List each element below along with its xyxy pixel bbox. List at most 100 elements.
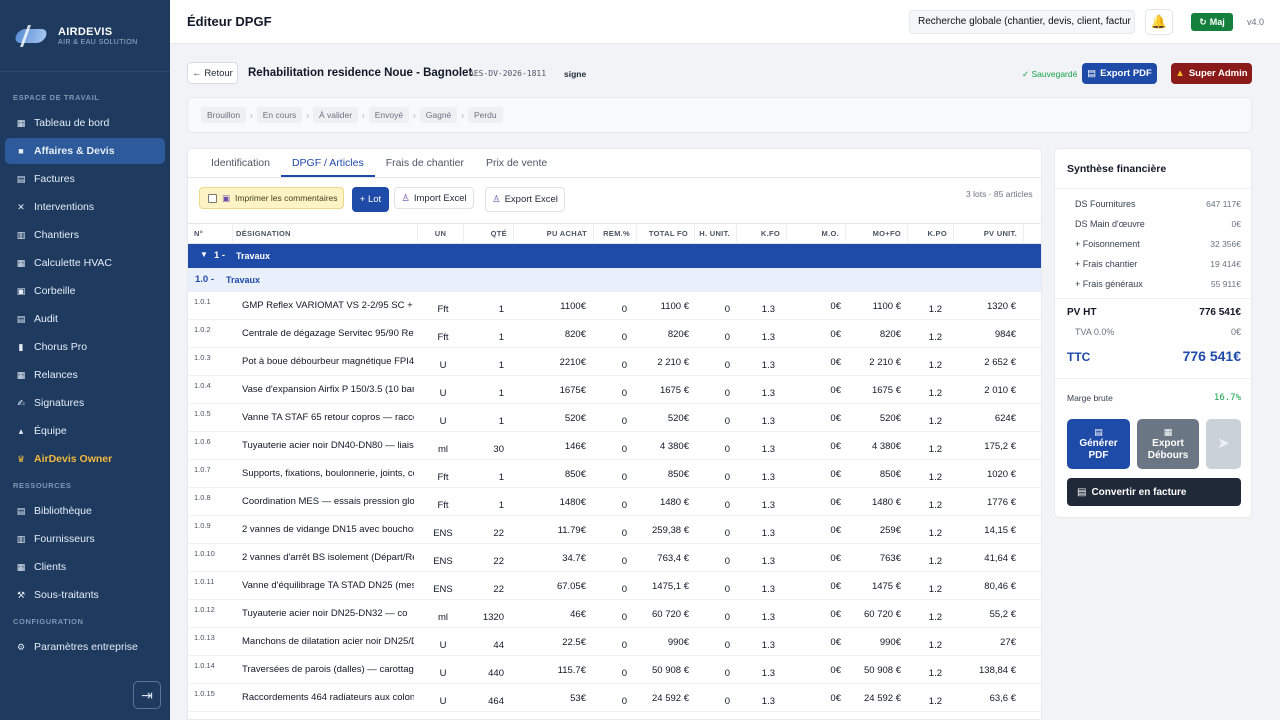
table-row[interactable]: 1.0.9 2 vannes de vidange DN15 avec bouch… <box>188 516 1041 544</box>
sidebar-item-audit[interactable]: ▤ Audit <box>5 306 165 332</box>
cell-rem[interactable]: 0 <box>621 640 627 651</box>
cell-un[interactable]: U <box>439 360 447 371</box>
cell-pv[interactable]: 14,15 € <box>984 525 1016 536</box>
cell-pua[interactable]: 2210€ <box>559 357 586 368</box>
cell-qte[interactable]: 440 <box>488 668 504 679</box>
print-comments-checkbox[interactable] <box>208 193 217 203</box>
cell-pv[interactable]: 624€ <box>994 413 1016 424</box>
cell-hu[interactable]: 0 <box>724 360 730 371</box>
cell-kfo[interactable]: 1.3 <box>761 528 775 539</box>
sidebar-item-chantiers[interactable]: ▥ Chantiers <box>5 222 165 248</box>
cell-pv[interactable]: 55,2 € <box>989 609 1016 620</box>
generate-pdf-button[interactable]: ▤ Générer PDF <box>1067 419 1130 469</box>
table-row[interactable]: 1.0.15 Raccordements 464 radiateurs aux c… <box>188 684 1041 712</box>
cell-un[interactable]: ENS <box>433 528 453 539</box>
cell-tfo[interactable]: 24 592 € <box>652 693 689 704</box>
sidebar-item-interventions[interactable]: ✕ Interventions <box>5 194 165 220</box>
cell-pv[interactable]: 63,6 € <box>989 693 1016 704</box>
cell-pv[interactable]: 175,2 € <box>984 441 1016 452</box>
cell-des[interactable]: Coordination MES — essais pression globa <box>242 496 414 507</box>
export-pdf-button[interactable]: ▤ Export PDF <box>1082 63 1157 84</box>
cell-mo[interactable]: 0€ <box>830 525 841 536</box>
sidebar-item-sous-traitants[interactable]: ⚒ Sous-traitants <box>5 582 165 608</box>
cell-pua[interactable]: 46€ <box>570 609 586 620</box>
table-row[interactable]: 1.0.6 Tuyauterie acier noir DN40-DN80 — l… <box>188 432 1041 460</box>
send-button[interactable]: ➤ <box>1206 419 1241 469</box>
status-step[interactable]: À valider <box>312 107 359 123</box>
status-step[interactable]: Envoyé <box>368 107 410 123</box>
cell-kpo[interactable]: 1.2 <box>928 388 942 399</box>
cell-tfo[interactable]: 820€ <box>667 329 689 340</box>
cell-pua[interactable]: 520€ <box>564 413 586 424</box>
cell-kfo[interactable]: 1.3 <box>761 360 775 371</box>
tab-identification[interactable]: Identification <box>211 157 270 169</box>
cell-rem[interactable]: 0 <box>621 332 627 343</box>
cell-mo[interactable]: 0€ <box>830 553 841 564</box>
sidebar-item-relances[interactable]: ▦ Relances <box>5 362 165 388</box>
cell-pua[interactable]: 22.5€ <box>562 637 586 648</box>
cell-hu[interactable]: 0 <box>724 416 730 427</box>
cell-un[interactable]: ml <box>437 444 449 455</box>
cell-rem[interactable]: 0 <box>621 584 627 595</box>
cell-mo[interactable]: 0€ <box>830 637 841 648</box>
cell-pua[interactable]: 67.05€ <box>556 581 586 592</box>
cell-mofo[interactable]: 259€ <box>879 525 901 536</box>
cell-un[interactable]: Fft <box>437 304 449 315</box>
cell-kpo[interactable]: 1.2 <box>928 696 942 707</box>
cell-un[interactable]: Fft <box>437 472 449 483</box>
sidebar-item-param-tres-entreprise[interactable]: ⚙ Paramètres entreprise <box>5 634 165 660</box>
cell-rem[interactable]: 0 <box>621 696 627 707</box>
cell-tfo[interactable]: 1675 € <box>659 385 689 396</box>
cell-mo[interactable]: 0€ <box>830 609 841 620</box>
cell-des[interactable]: Traversées de parois (dalles) — carottag… <box>242 664 414 675</box>
cell-kfo[interactable]: 1.3 <box>761 388 775 399</box>
cell-pv[interactable]: 2 010 € <box>984 385 1016 396</box>
table-row[interactable]: 1.0.7 Supports, fixations, boulonnerie, j… <box>188 460 1041 488</box>
cell-mofo[interactable]: 520€ <box>879 413 901 424</box>
table-row[interactable]: 1.0.3 Pot à boue débourbeur magnétique FP… <box>188 348 1041 376</box>
cell-un[interactable]: ENS <box>433 556 453 567</box>
cell-qte[interactable]: 1 <box>498 388 504 399</box>
cell-rem[interactable]: 0 <box>621 668 627 679</box>
cell-qte[interactable]: 1 <box>498 304 504 315</box>
cell-qte[interactable]: 1 <box>498 472 504 483</box>
cell-kpo[interactable]: 1.2 <box>928 472 942 483</box>
cell-rem[interactable]: 0 <box>621 612 627 623</box>
cell-kpo[interactable]: 1.2 <box>928 360 942 371</box>
cell-qte[interactable]: 22 <box>493 556 504 567</box>
cell-des[interactable]: Pot à boue débourbeur magnétique FPI40 <box>242 356 414 367</box>
cell-kfo[interactable]: 1.3 <box>761 472 775 483</box>
brand[interactable]: AIRDEVIS AIR & EAU SOLUTION <box>0 0 170 72</box>
cell-mofo[interactable]: 1480 € <box>871 497 901 508</box>
cell-pua[interactable]: 34.7€ <box>562 553 586 564</box>
cell-kfo[interactable]: 1.3 <box>761 612 775 623</box>
cell-mo[interactable]: 0€ <box>830 357 841 368</box>
cell-kpo[interactable]: 1.2 <box>928 416 942 427</box>
cell-qte[interactable]: 1 <box>498 500 504 511</box>
cell-pv[interactable]: 2 652 € <box>984 357 1016 368</box>
cell-rem[interactable]: 0 <box>621 500 627 511</box>
sublot-row[interactable]: 1.0 - Travaux <box>188 268 1041 292</box>
cell-des[interactable]: Tuyauterie acier noir DN40-DN80 — liaiso <box>242 440 414 451</box>
cell-qte[interactable]: 44 <box>493 640 504 651</box>
table-row[interactable]: 1.0.2 Centrale de dégazage Servitec 95/90… <box>188 320 1041 348</box>
cell-kpo[interactable]: 1.2 <box>928 612 942 623</box>
cell-pv[interactable]: 1020 € <box>986 469 1016 480</box>
cell-mo[interactable]: 0€ <box>830 301 841 312</box>
cell-rem[interactable]: 0 <box>621 528 627 539</box>
lot-row[interactable]: ▼ 1 - Travaux <box>188 244 1041 268</box>
cell-rem[interactable]: 0 <box>621 304 627 315</box>
cell-qte[interactable]: 22 <box>493 584 504 595</box>
global-search-input[interactable]: Recherche globale (chantier, devis, clie… <box>909 10 1135 34</box>
cell-mofo[interactable]: 2 210 € <box>869 357 901 368</box>
cell-des[interactable]: Tuyauterie acier noir DN25-DN32 — co <box>242 608 408 619</box>
cell-un[interactable]: U <box>439 696 447 707</box>
cell-pua[interactable]: 1480€ <box>559 497 586 508</box>
cell-tfo[interactable]: 50 908 € <box>652 665 689 676</box>
cell-pv[interactable]: 1320 € <box>986 301 1016 312</box>
cell-des[interactable]: Vase d'expansion Airfix P 150/3.5 (10 ba… <box>242 384 414 395</box>
cell-kfo[interactable]: 1.3 <box>761 696 775 707</box>
cell-qte[interactable]: 1320 <box>482 612 504 623</box>
cell-des[interactable]: Centrale de dégazage Servitec 95/90 Refl <box>242 328 414 339</box>
sidebar-item-signatures[interactable]: ✍ Signatures <box>5 390 165 416</box>
